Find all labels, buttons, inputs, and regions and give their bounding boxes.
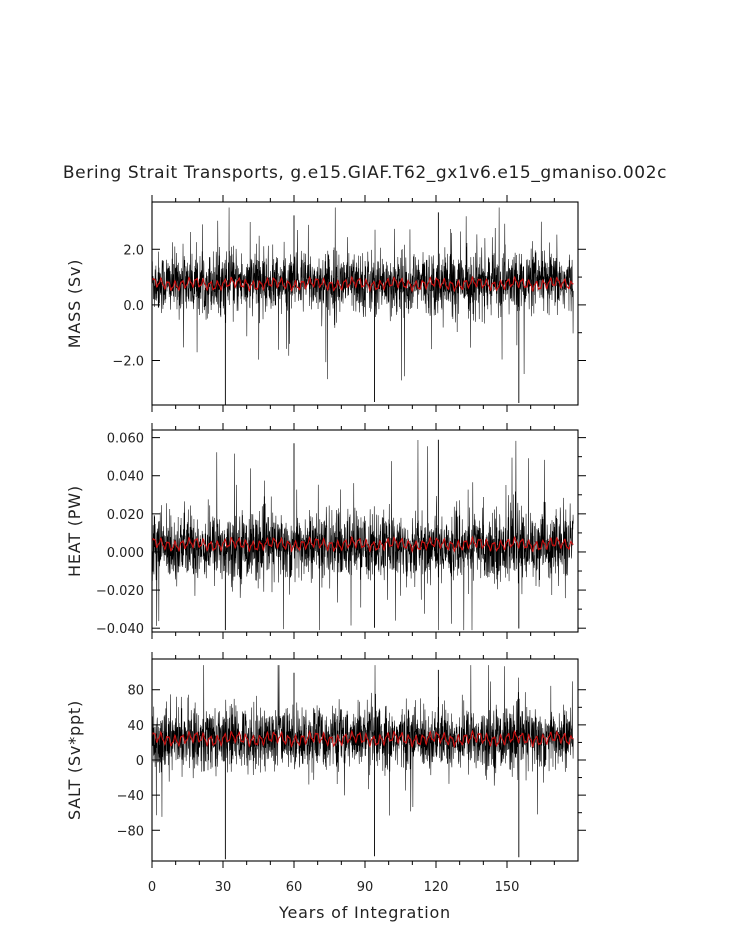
y-tick-label-heat: −0.020 <box>96 584 144 599</box>
series-line-smoothed-heat <box>151 535 574 554</box>
panel-heat: HEAT (PW) 0.060 0.040 0.020 0.000 −0.020 −0.0… <box>65 423 586 639</box>
x-tick-label: 150 <box>495 880 520 895</box>
y-tick-label-mass: −2.0 <box>112 355 144 370</box>
series-spikes-mass <box>224 212 520 405</box>
y-tick-label-heat: 0.020 <box>107 508 144 523</box>
series-line-monthly-heat <box>151 439 574 631</box>
series-line-smoothed-salt <box>151 729 574 749</box>
series-spikes-heat <box>224 439 520 631</box>
x-tick-label: 90 <box>357 880 374 895</box>
x-tick-label: 30 <box>215 880 232 895</box>
y-tick-label-salt: −80 <box>117 824 144 839</box>
y-tick-label-mass: 2.0 <box>123 243 144 258</box>
panel-salt: SALT (Sv*ppt) 80 40 0 −40 −80 <box>65 652 586 868</box>
y-tick-label-heat: 0.000 <box>107 546 144 561</box>
y-tick-label-heat: −0.040 <box>96 622 144 637</box>
y-tick-label-salt: 40 <box>127 719 144 734</box>
y-tick-label-heat: 0.060 <box>107 432 144 447</box>
chart-title: Bering Strait Transports, g.e15.GIAF.T62… <box>63 163 667 183</box>
y-tick-label-salt: 0 <box>136 754 144 769</box>
panel-mass: MASS (Sv) 2.0 0.0 −2.0 <box>65 195 586 412</box>
series-line-smoothed-mass <box>151 275 574 293</box>
series-line-monthly-salt <box>151 665 574 817</box>
series-line-monthly-mass <box>151 207 574 381</box>
x-tick-labels: 0 30 60 90 120 150 <box>148 880 520 895</box>
x-axis-label: Years of Integration <box>278 903 451 922</box>
y-axis-label-heat: HEAT (PW) <box>65 485 84 577</box>
x-tick-label: 60 <box>286 880 303 895</box>
plot-frame-mass <box>151 201 579 406</box>
y-axis-label-mass: MASS (Sv) <box>65 259 84 348</box>
series-spikes-salt <box>224 669 520 860</box>
y-tick-label-salt: −40 <box>117 789 144 804</box>
y-axis-label-salt: SALT (Sv*ppt) <box>65 700 84 820</box>
y-tick-label-salt: 80 <box>127 684 144 699</box>
x-tick-label: 0 <box>148 880 156 895</box>
x-tick-label: 120 <box>424 880 449 895</box>
y-tick-label-heat: 0.040 <box>107 470 144 485</box>
y-tick-label-mass: 0.0 <box>123 299 144 314</box>
